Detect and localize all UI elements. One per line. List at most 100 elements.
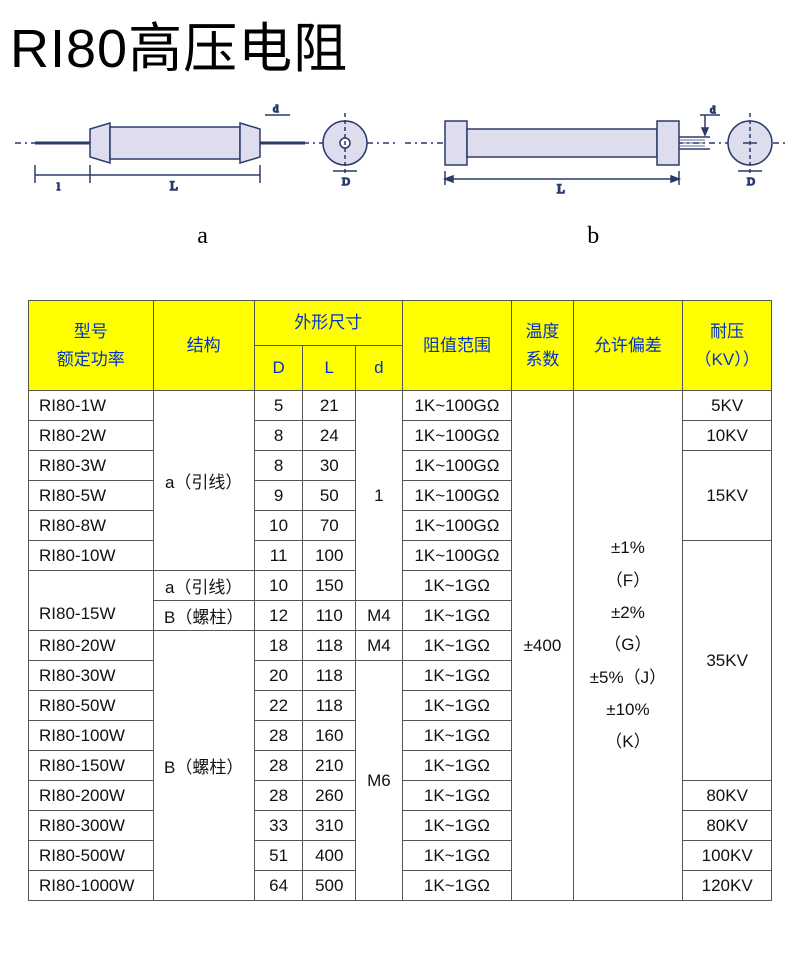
cell-range: 1K~1GΩ xyxy=(402,781,512,811)
th-struct: 结构 xyxy=(153,301,254,391)
cell-L: 30 xyxy=(303,451,356,481)
cell-L: 400 xyxy=(303,841,356,871)
cell-D: 8 xyxy=(254,451,303,481)
diagram-a-label: a xyxy=(197,223,208,250)
th-L: L xyxy=(303,346,356,391)
cell-model: RI80-8W xyxy=(29,511,154,541)
cell-model: RI80-2W xyxy=(29,421,154,451)
cell-range: 1K~100GΩ xyxy=(402,391,512,421)
cell-struct: a（引线） xyxy=(153,571,254,601)
cell-L: 310 xyxy=(303,811,356,841)
cell-D: 12 xyxy=(254,601,303,631)
cell-D: 51 xyxy=(254,841,303,871)
cell-L: 118 xyxy=(303,661,356,691)
cell-D: 22 xyxy=(254,691,303,721)
cell-temp: ±400 xyxy=(512,391,573,901)
cell-L: 50 xyxy=(303,481,356,511)
cell-d: 1 xyxy=(356,391,402,601)
svg-text:D: D xyxy=(747,176,755,188)
cell-model: RI80-50W xyxy=(29,691,154,721)
cell-struct: B（螺柱） xyxy=(153,601,254,631)
th-model: 型号额定功率 xyxy=(29,301,154,391)
cell-D: 33 xyxy=(254,811,303,841)
cell-D: 8 xyxy=(254,421,303,451)
cell-D: 10 xyxy=(254,571,303,601)
cell-D: 28 xyxy=(254,781,303,811)
cell-range: 1K~1GΩ xyxy=(402,691,512,721)
cell-model: RI80-10W xyxy=(29,541,154,571)
cell-range: 1K~1GΩ xyxy=(402,751,512,781)
svg-text:L: L xyxy=(557,181,565,196)
cell-D: 18 xyxy=(254,631,303,661)
cell-volt: 100KV xyxy=(683,841,772,871)
th-range: 阻值范围 xyxy=(402,301,512,391)
diagram-a: l L d D a xyxy=(10,85,400,250)
cell-d: M4 xyxy=(356,601,402,631)
cell-d: M4 xyxy=(356,631,402,661)
cell-L: 500 xyxy=(303,871,356,901)
cell-L: 210 xyxy=(303,751,356,781)
cell-L: 118 xyxy=(303,691,356,721)
diagram-b: L d D b xyxy=(400,85,790,250)
cell-model: RI80-1W xyxy=(29,391,154,421)
th-volt: 耐压（KV）） xyxy=(683,301,772,391)
table-row: RI80-1W a（引线） 5 21 1 1K~100GΩ ±400 ±1%（F… xyxy=(29,391,772,421)
diagram-row: l L d D a xyxy=(0,85,800,250)
cell-D: 10 xyxy=(254,511,303,541)
cell-D: 11 xyxy=(254,541,303,571)
cell-model: RI80-300W xyxy=(29,811,154,841)
th-dims: 外形尺寸 xyxy=(254,301,402,346)
th-d: d xyxy=(356,346,402,391)
cell-volt: 15KV xyxy=(683,451,772,541)
cell-volt: 80KV xyxy=(683,811,772,841)
svg-text:d: d xyxy=(273,103,279,115)
cell-D: 5 xyxy=(254,391,303,421)
svg-text:l: l xyxy=(57,181,60,193)
diagram-b-label: b xyxy=(587,223,599,250)
header-row-1: 型号额定功率 结构 外形尺寸 阻值范围 温度系数 允许偏差 耐压（KV）） xyxy=(29,301,772,346)
cell-range: 1K~100GΩ xyxy=(402,421,512,451)
cell-range: 1K~1GΩ xyxy=(402,721,512,751)
cell-D: 9 xyxy=(254,481,303,511)
cell-D: 20 xyxy=(254,661,303,691)
cell-range: 1K~1GΩ xyxy=(402,841,512,871)
th-D: D xyxy=(254,346,303,391)
cell-volt: 120KV xyxy=(683,871,772,901)
cell-model: RI80-500W xyxy=(29,841,154,871)
cell-model: RI80-100W xyxy=(29,721,154,751)
cell-range: 1K~1GΩ xyxy=(402,571,512,601)
page-title: RI80高压电阻 xyxy=(0,0,800,85)
cell-L: 21 xyxy=(303,391,356,421)
spec-table: 型号额定功率 结构 外形尺寸 阻值范围 温度系数 允许偏差 耐压（KV）） D … xyxy=(28,300,772,901)
cell-range: 1K~1GΩ xyxy=(402,601,512,631)
cell-d: M6 xyxy=(356,661,402,901)
cell-L: 70 xyxy=(303,511,356,541)
cell-L: 100 xyxy=(303,541,356,571)
cell-struct: B（螺柱） xyxy=(153,631,254,901)
th-tol: 允许偏差 xyxy=(573,301,683,391)
cell-range: 1K~100GΩ xyxy=(402,481,512,511)
cell-range: 1K~100GΩ xyxy=(402,451,512,481)
cell-L: 118 xyxy=(303,631,356,661)
svg-text:L: L xyxy=(170,178,178,193)
cell-L: 110 xyxy=(303,601,356,631)
svg-text:d: d xyxy=(710,104,716,116)
cell-volt: 80KV xyxy=(683,781,772,811)
cell-L: 150 xyxy=(303,571,356,601)
cell-volt: 5KV xyxy=(683,391,772,421)
cell-L: 24 xyxy=(303,421,356,451)
cell-L: 260 xyxy=(303,781,356,811)
cell-range: 1K~1GΩ xyxy=(402,871,512,901)
cell-D: 28 xyxy=(254,721,303,751)
cell-D: 64 xyxy=(254,871,303,901)
cell-model: RI80-20W xyxy=(29,631,154,661)
cell-range: 1K~1GΩ xyxy=(402,811,512,841)
cell-model: RI80-1000W xyxy=(29,871,154,901)
cell-model: RI80-3W xyxy=(29,451,154,481)
cell-model: RI80-5W xyxy=(29,481,154,511)
cell-model: RI80-150W xyxy=(29,751,154,781)
cell-volt: 35KV xyxy=(683,541,772,781)
cell-range: 1K~100GΩ xyxy=(402,511,512,541)
cell-model: RI80-15W xyxy=(29,571,154,631)
cell-range: 1K~100GΩ xyxy=(402,541,512,571)
